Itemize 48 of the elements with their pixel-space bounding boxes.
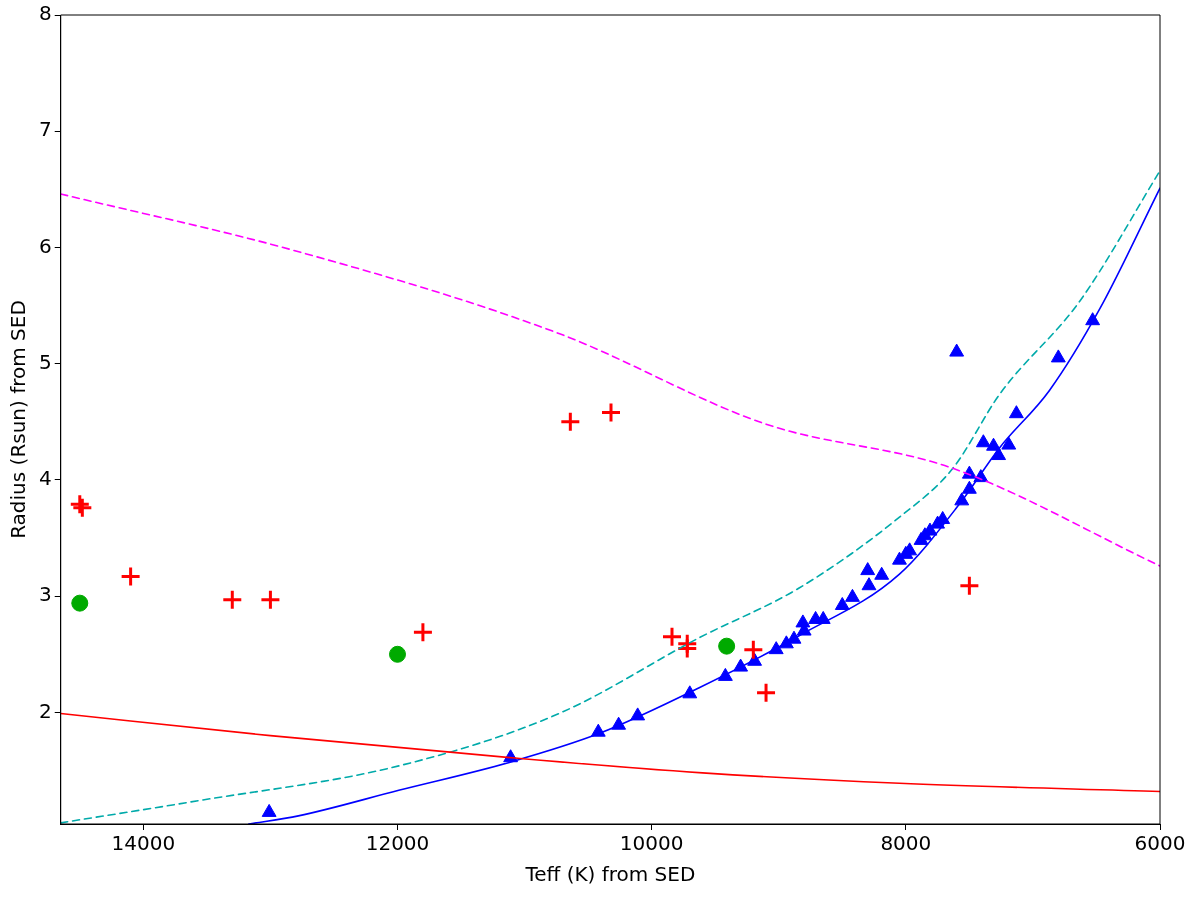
- point: [590, 723, 606, 737]
- point: [611, 716, 627, 730]
- y-tick-label: 7: [38, 117, 52, 142]
- point: [795, 614, 811, 628]
- y-tick-label: 8: [38, 1, 52, 26]
- point: [661, 626, 683, 648]
- y-tick-label: 5: [38, 349, 52, 374]
- point: [1050, 349, 1066, 363]
- x-tick-label: 14000: [111, 831, 176, 856]
- point: [860, 562, 876, 576]
- point: [815, 610, 831, 624]
- point: [630, 707, 646, 721]
- point: [986, 437, 1001, 451]
- point: [71, 594, 89, 612]
- point: [120, 565, 142, 587]
- point: [1001, 436, 1017, 450]
- point: [221, 589, 243, 611]
- y-axis-title: Radius (Rsun) from SED: [6, 300, 31, 539]
- point: [733, 658, 749, 672]
- point: [834, 596, 850, 610]
- point: [949, 343, 965, 357]
- point: [975, 434, 991, 448]
- y-tick-label: 6: [38, 233, 52, 258]
- y-tick-label: 4: [38, 466, 52, 491]
- point: [1008, 405, 1024, 419]
- point: [755, 682, 777, 704]
- x-tick-label: 6000: [1134, 831, 1186, 856]
- y-tick-label: 3: [38, 582, 52, 607]
- point: [412, 621, 434, 643]
- point: [261, 803, 277, 817]
- y-tick-label: 2: [38, 698, 52, 723]
- point: [559, 411, 581, 433]
- point: [861, 577, 877, 591]
- point: [259, 589, 281, 611]
- line-series: [60, 193, 1160, 567]
- point: [389, 645, 406, 663]
- line-series: [60, 712, 1160, 793]
- point: [742, 639, 764, 661]
- point: [874, 566, 890, 580]
- point: [954, 492, 970, 506]
- x-tick-label: 8000: [880, 831, 932, 856]
- point: [718, 637, 736, 655]
- x-axis-title: Teff (K) from SED: [524, 862, 696, 887]
- point: [958, 575, 980, 597]
- x-tick-label: 10000: [619, 831, 684, 856]
- point: [961, 480, 977, 494]
- point: [845, 588, 860, 602]
- x-tick-label: 12000: [365, 831, 430, 856]
